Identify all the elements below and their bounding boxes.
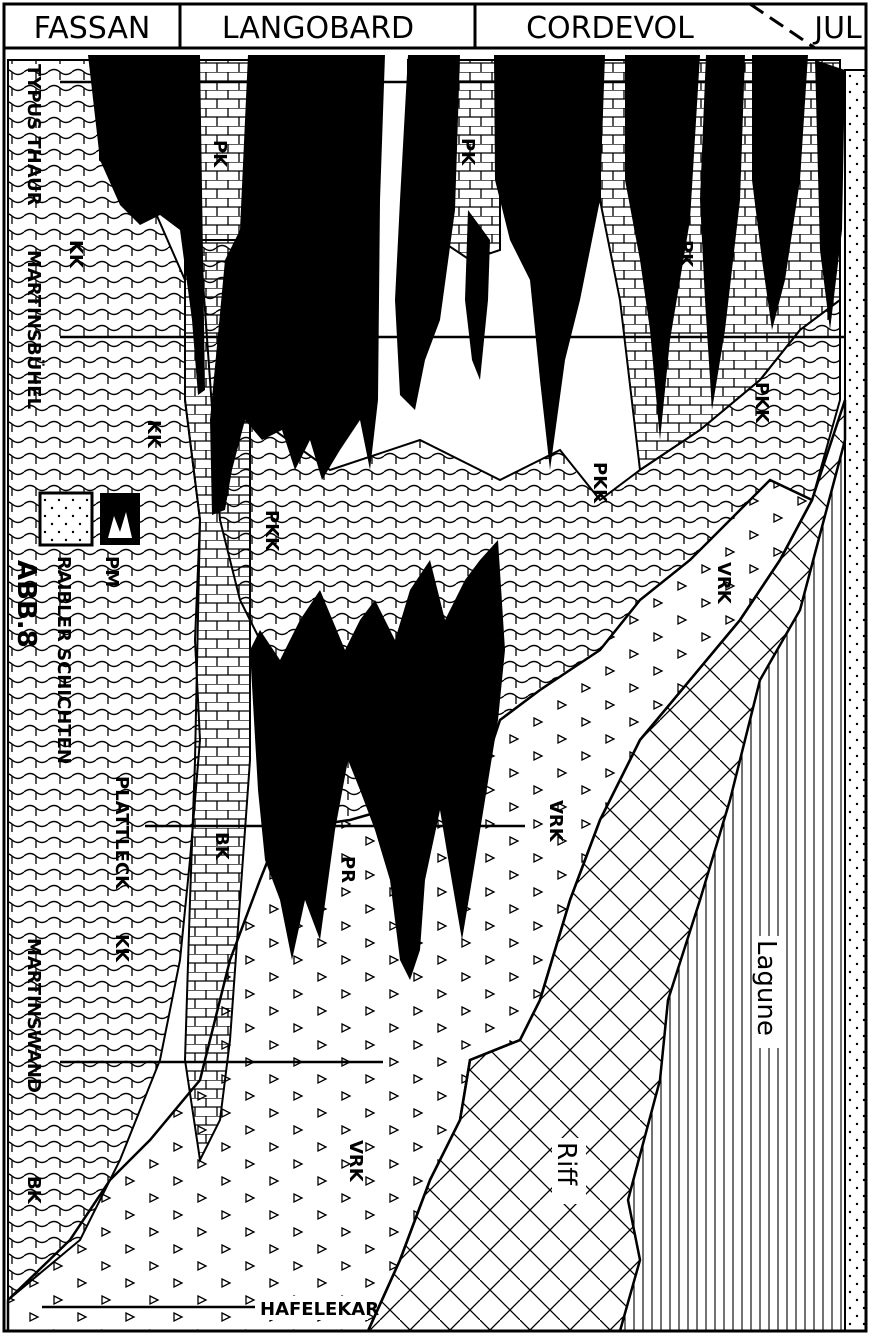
pm-mass-9 [815,60,845,330]
label-pk-2: PK [457,138,478,166]
stage-langobard: LANGOBARD [222,11,414,46]
section-label-typus-thaur: TYPUS THAUR [23,64,44,206]
label-pk-3: PK [675,240,696,268]
pm-mass-4 [465,210,490,380]
label-kk-3: KK [111,934,132,963]
stage-jul: JUL [812,11,862,46]
figure-number: ABB.8 [11,560,41,648]
label-bk-1: BK [211,832,232,861]
header-sep-3 [749,2,816,50]
legend-pm-glyph [108,512,132,538]
label-riff: Riff [551,1142,581,1186]
label-pkk-3: PKK [751,382,772,424]
legend-raibler-swatch-fill [38,491,94,547]
section-label-plattleck: PLATTLECK [111,776,132,890]
section-label-hafelekar: HAFELEKAR [260,1299,379,1320]
label-lagune: Lagune [751,940,781,1036]
pm-mass-1 [88,55,205,395]
section-label-martinswand: MARTINSWAND [23,938,44,1093]
pm-mass-5 [494,55,605,470]
label-vrk-1: VRK [713,562,734,605]
label-pr-1: PR [431,746,452,773]
pm-mass-6 [625,55,700,440]
riff-label-bg [552,1138,586,1204]
label-vrk-2: VRK [545,800,566,843]
stage-cordevol: CORDEVOL [526,11,694,46]
lagune-label-bg [752,936,786,1048]
legend-raibler-label: RAIBLER SCHICHTEN [53,556,74,764]
label-bk-2: BK [23,1176,44,1205]
legend-pm-label: PM [101,556,122,587]
pm-mass-7 [700,55,745,410]
label-pr-2: PR [337,856,358,883]
label-pk-1: PK [209,140,230,168]
pm-mass-8 [752,55,808,330]
raibler-area [844,69,867,1332]
label-vrk-3: VRK [345,1140,366,1183]
label-pkk-1: PKK [261,510,282,552]
label-pkk-2: PKK [589,462,610,504]
legend: ABB.8 RAIBLER SCHICHTEN PM [11,491,140,764]
section-label-martinsbuehel: MARTINSBÜHEL [23,250,45,409]
pm-mass-3 [395,55,460,410]
facies-labels: KK KK KK BK BK PK PK PK PKK PKK PKK VRK … [23,138,772,1205]
label-kk-1: KK [65,240,86,269]
hafelekar-label-bg [256,1296,368,1320]
stage-fassan: FASSAN [34,11,151,46]
pm-mass-2 [210,55,385,515]
pm-mass-lower [250,540,505,980]
label-kk-2: KK [143,420,164,449]
